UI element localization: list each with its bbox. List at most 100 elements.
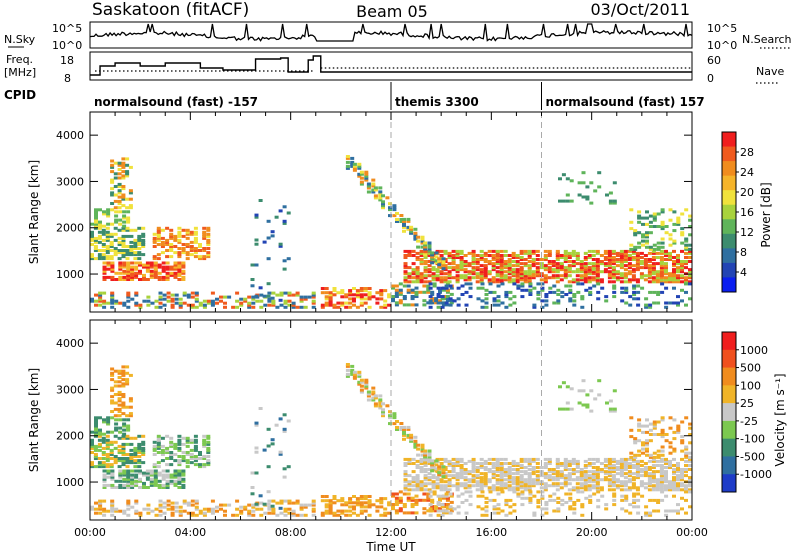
range-gate-cell — [612, 503, 617, 507]
range-gate-cell — [413, 235, 418, 239]
range-gate-cell — [332, 289, 337, 293]
colorbar-swatch — [722, 385, 736, 404]
range-gate-cell — [98, 505, 103, 509]
range-gate-cell — [90, 461, 94, 465]
range-gate-cell — [193, 232, 198, 236]
range-gate-cell — [623, 249, 628, 253]
range-gate-cell — [611, 272, 616, 276]
range-gate-cell — [177, 475, 182, 479]
range-gate-cell — [563, 474, 568, 478]
range-gate-cell — [507, 474, 512, 478]
range-gate-cell — [563, 468, 568, 471]
range-gate-cell — [460, 492, 465, 496]
range-gate-cell — [160, 251, 165, 255]
range-gate-cell — [403, 474, 408, 478]
range-gate-cell — [443, 272, 448, 276]
range-gate-cell — [403, 470, 408, 474]
range-gate-cell — [639, 480, 644, 484]
range-gate-cell — [392, 412, 397, 416]
range-gate-cell — [615, 484, 620, 488]
range-gate-cell — [583, 464, 588, 467]
range-gate-cell — [106, 208, 111, 212]
range-gate-cell — [122, 216, 127, 220]
range-gate-cell — [105, 463, 110, 467]
range-gate-cell — [668, 254, 672, 257]
range-gate-cell — [162, 303, 167, 307]
range-gate-cell — [177, 477, 182, 481]
range-gate-cell — [422, 511, 427, 515]
range-gate-cell — [156, 257, 161, 261]
range-gate-cell — [676, 256, 680, 259]
range-gate-cell — [615, 278, 620, 282]
range-gate-cell — [388, 202, 392, 206]
range-gate-cell — [451, 258, 456, 261]
range-gate-cell — [499, 474, 504, 478]
range-gate-cell — [101, 465, 106, 469]
range-gate-cell — [676, 303, 680, 307]
range-gate-cell — [357, 174, 362, 178]
range-gate-cell — [129, 461, 134, 465]
range-gate-cell — [464, 490, 469, 494]
range-gate-cell — [114, 486, 119, 489]
range-gate-cell — [595, 482, 600, 486]
range-gate-cell — [620, 299, 625, 303]
range-gate-cell — [567, 472, 572, 476]
range-gate-cell — [581, 389, 586, 393]
range-gate-cell — [507, 468, 512, 471]
range-gate-cell — [181, 234, 186, 238]
range-gate-cell — [479, 480, 484, 484]
range-gate-cell — [552, 498, 557, 502]
range-gate-cell — [345, 155, 350, 158]
range-gate-cell — [126, 273, 131, 277]
range-gate-cell — [324, 287, 329, 290]
range-gate-cell — [258, 199, 263, 202]
range-gate-cell — [676, 466, 680, 469]
range-gate-cell — [122, 261, 127, 265]
range-gate-cell — [507, 260, 512, 263]
range-gate-cell — [511, 462, 516, 465]
range-gate-cell — [106, 483, 111, 487]
range-gate-cell — [583, 482, 588, 486]
range-gate-cell — [149, 261, 154, 265]
range-gate-cell — [631, 274, 636, 278]
range-gate-cell — [684, 468, 688, 471]
range-gate-cell — [684, 247, 689, 251]
range-gate-cell — [113, 226, 118, 230]
range-gate-cell — [178, 303, 183, 307]
range-gate-cell — [328, 293, 333, 297]
range-gate-cell — [645, 210, 649, 214]
range-gate-cell — [597, 393, 602, 397]
range-gate-cell — [299, 297, 304, 301]
range-gate-cell — [355, 289, 360, 293]
colorbar-frame — [721, 331, 737, 493]
range-gate-cell — [495, 258, 500, 261]
range-gate-cell — [142, 507, 147, 511]
range-gate-cell — [583, 470, 588, 474]
range-gate-cell — [436, 286, 441, 290]
range-gate-cell — [392, 208, 397, 212]
range-gate-cell — [659, 274, 664, 278]
range-gate-cell — [110, 509, 115, 513]
range-gate-cell — [527, 276, 532, 280]
range-gate-cell — [138, 269, 142, 273]
range-gate-cell — [684, 303, 688, 307]
range-gate-cell — [620, 498, 625, 502]
range-gate-cell — [487, 486, 492, 490]
range-gate-cell — [282, 413, 287, 417]
range-gate-cell — [177, 459, 182, 463]
range-gate-cell — [383, 299, 388, 303]
range-gate-cell — [580, 513, 585, 517]
range-gate-cell — [122, 471, 127, 475]
range-gate-cell — [512, 301, 517, 305]
range-gate-cell — [156, 226, 161, 230]
range-gate-cell — [668, 482, 672, 486]
range-gate-cell — [520, 282, 525, 286]
range-gate-cell — [174, 509, 179, 513]
range-gate-cell — [599, 468, 604, 471]
range-gate-cell — [559, 266, 564, 270]
range-gate-cell — [324, 503, 329, 507]
range-gate-cell — [579, 260, 584, 263]
range-gate-cell — [551, 264, 556, 268]
range-gate-cell — [591, 457, 596, 461]
range-gate-cell — [495, 457, 500, 461]
